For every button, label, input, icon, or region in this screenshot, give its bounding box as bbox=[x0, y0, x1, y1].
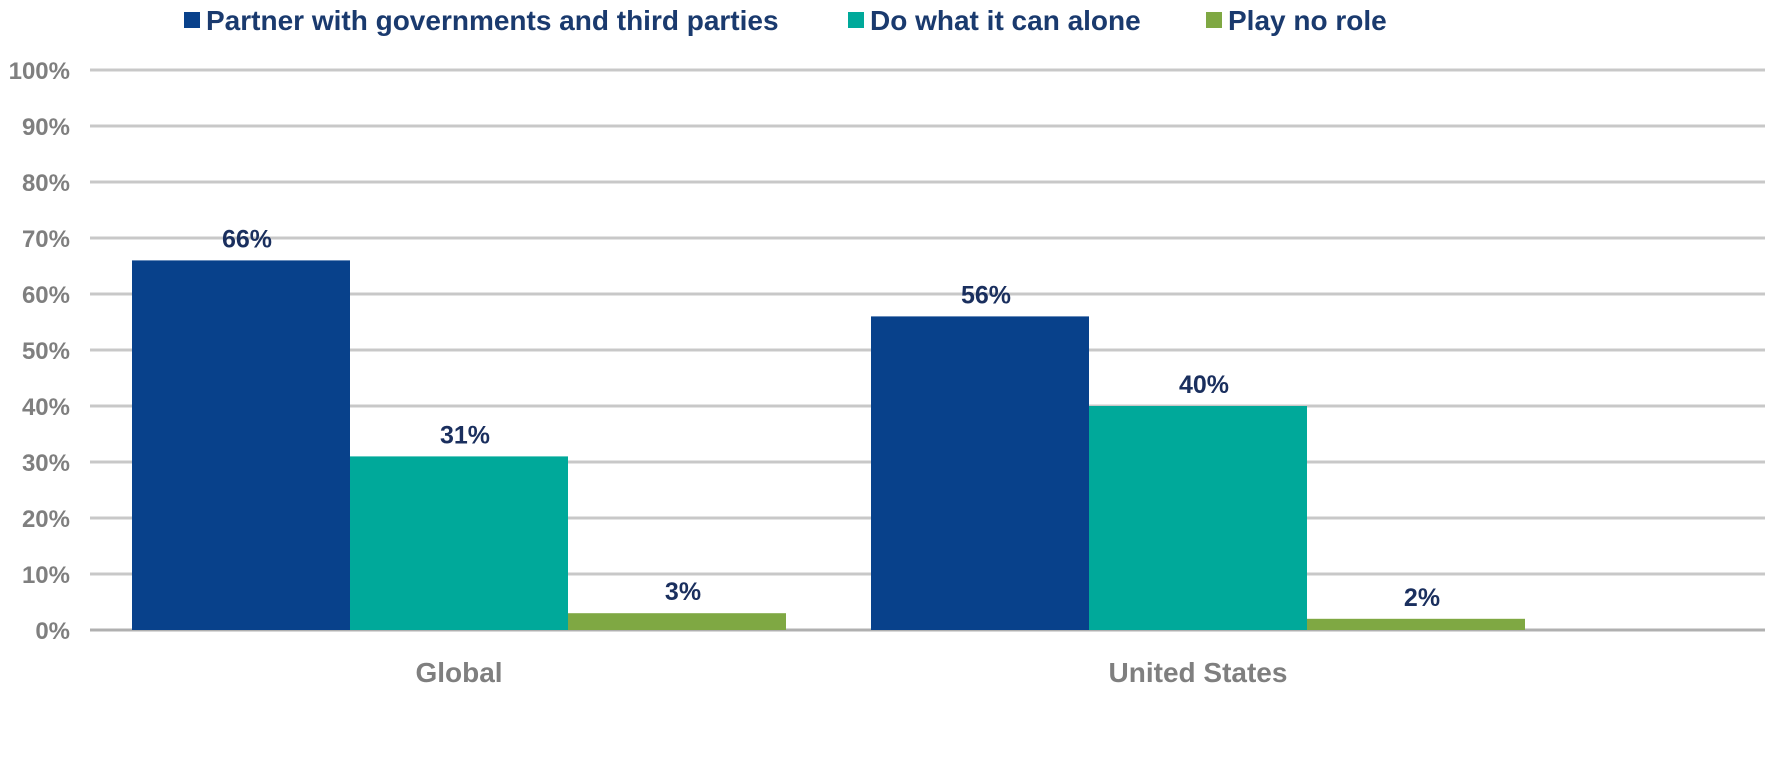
y-tick-label: 10% bbox=[22, 562, 70, 589]
y-tick-label: 80% bbox=[22, 170, 70, 197]
y-tick-label: 30% bbox=[22, 450, 70, 477]
data-labels: 66% 31% 3% 56% 40% 2% bbox=[222, 225, 1440, 611]
data-label: 31% bbox=[440, 421, 490, 449]
legend-swatch bbox=[184, 12, 200, 28]
y-tick-label: 90% bbox=[22, 114, 70, 141]
y-axis-ticks: 0% 10% 20% 30% 40% 50% 60% 70% 80% 90% 100% bbox=[9, 58, 70, 645]
category-label: Global bbox=[415, 657, 502, 688]
x-axis-categories: Global United States bbox=[415, 657, 1287, 688]
bar bbox=[1089, 406, 1307, 630]
y-tick-label: 40% bbox=[22, 394, 70, 421]
y-tick-label: 0% bbox=[35, 618, 70, 645]
bar bbox=[568, 613, 786, 630]
y-tick-label: 20% bbox=[22, 506, 70, 533]
category-label: United States bbox=[1109, 657, 1288, 688]
y-tick-label: 50% bbox=[22, 338, 70, 365]
bars bbox=[132, 260, 1525, 630]
y-tick-label: 100% bbox=[9, 58, 70, 85]
legend-swatch bbox=[1206, 12, 1222, 28]
bar bbox=[132, 260, 350, 630]
data-label: 3% bbox=[665, 578, 701, 606]
bar bbox=[1307, 618, 1525, 630]
data-label: 66% bbox=[222, 225, 272, 253]
data-label: 56% bbox=[961, 281, 1011, 309]
legend-entry: Play no role bbox=[1228, 5, 1387, 36]
bar bbox=[350, 456, 568, 630]
y-tick-label: 70% bbox=[22, 226, 70, 253]
data-label: 2% bbox=[1404, 584, 1440, 612]
bar bbox=[871, 316, 1089, 630]
legend: Partner with governments and third parti… bbox=[184, 5, 1387, 36]
legend-entry: Do what it can alone bbox=[870, 5, 1141, 36]
data-label: 40% bbox=[1179, 371, 1229, 399]
legend-entry: Partner with governments and third parti… bbox=[206, 5, 779, 36]
y-tick-label: 60% bbox=[22, 282, 70, 309]
legend-swatch bbox=[848, 12, 864, 28]
